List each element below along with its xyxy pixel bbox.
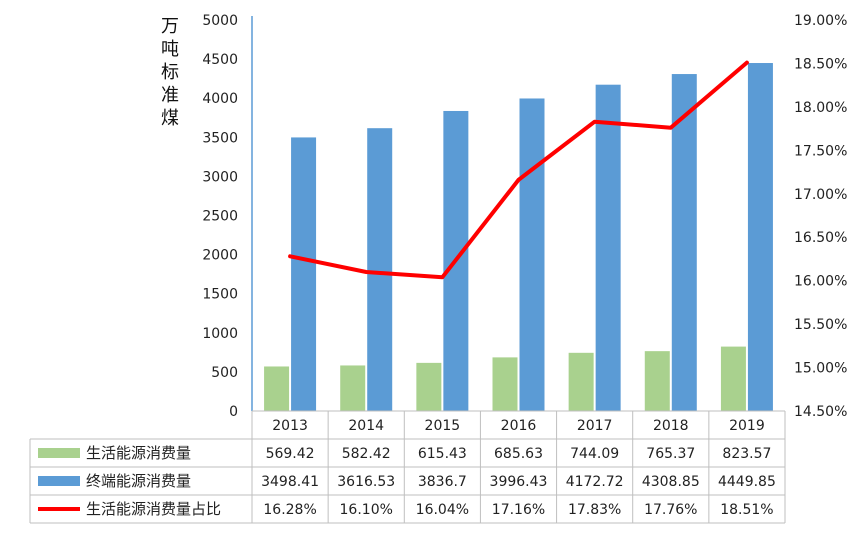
- y-tick-label: 3500: [202, 130, 238, 146]
- data-label: 4172.72: [566, 474, 624, 490]
- share-line: [288, 60, 749, 280]
- y-axis-label-char: 标: [161, 62, 179, 83]
- data-label: 582.42: [342, 446, 391, 462]
- data-label: 823.57: [722, 446, 771, 462]
- bar-residential-2015: [416, 362, 442, 411]
- legend-key: [38, 448, 80, 458]
- data-label: 18.51%: [720, 502, 773, 518]
- data-label: 615.43: [418, 446, 467, 462]
- bar-final-2014: [367, 128, 393, 411]
- y2-tick-label: 17.00%: [794, 187, 847, 203]
- x-tick-label: 2018: [653, 418, 689, 434]
- bar-final-2013: [291, 137, 317, 412]
- data-label: 17.16%: [492, 502, 545, 518]
- y2-tick-label: 16.00%: [794, 274, 847, 290]
- data-label: 765.37: [646, 446, 695, 462]
- y-tick-label: 4000: [202, 91, 238, 107]
- legend-label: 生活能源消费量: [86, 444, 191, 462]
- y-axis-label-char: 吨: [161, 39, 179, 60]
- bar-residential-2017: [568, 352, 594, 411]
- bar-final-2018: [671, 74, 697, 412]
- x-tick-label: 2019: [729, 418, 765, 434]
- y2-tick-label: 16.50%: [794, 230, 847, 246]
- data-label: 16.28%: [263, 502, 316, 518]
- legend-label: 生活能源消费量占比: [86, 500, 221, 518]
- y2-tick-label: 18.50%: [794, 56, 847, 72]
- bar-residential-2013: [264, 366, 290, 411]
- y-tick-label: 5000: [202, 13, 238, 29]
- bar-final-2019: [747, 63, 773, 411]
- data-label: 3498.41: [261, 474, 319, 490]
- data-label: 16.10%: [340, 502, 393, 518]
- data-label: 3996.43: [490, 474, 548, 490]
- x-tick-label: 2014: [348, 418, 384, 434]
- data-label: 3616.53: [337, 474, 395, 490]
- data-label: 3836.7: [418, 474, 467, 490]
- data-label: 685.63: [494, 446, 543, 462]
- bar-residential-2018: [644, 351, 670, 411]
- y-tick-label: 0: [229, 404, 238, 420]
- x-tick-label: 2015: [425, 418, 461, 434]
- legend-key: [38, 476, 80, 486]
- y-tick-label: 1000: [202, 326, 238, 342]
- data-label: 17.76%: [644, 502, 697, 518]
- data-label: 4449.85: [718, 474, 776, 490]
- y-axis-label-char: 准: [161, 85, 179, 106]
- data-label: 4308.85: [642, 474, 700, 490]
- y2-tick-label: 15.50%: [794, 317, 847, 333]
- data-label: 16.04%: [416, 502, 469, 518]
- y-tick-label: 4500: [202, 52, 238, 68]
- bar-final-2017: [595, 84, 621, 411]
- x-tick-label: 2017: [577, 418, 613, 434]
- y2-tick-label: 19.00%: [794, 13, 847, 29]
- bar-residential-2014: [340, 365, 366, 411]
- bar-residential-2016: [492, 357, 518, 411]
- y2-tick-label: 18.00%: [794, 100, 847, 116]
- y-tick-label: 500: [211, 365, 238, 381]
- y2-tick-label: 14.50%: [794, 404, 847, 420]
- y-axis-label-char: 万: [161, 16, 179, 37]
- y-axis-label: 万吨标准煤: [161, 16, 179, 129]
- x-tick-label: 2013: [272, 418, 308, 434]
- y-tick-label: 2500: [202, 209, 238, 225]
- y-axis-label-char: 煤: [161, 108, 179, 129]
- bar-final-2016: [519, 98, 545, 411]
- y2-tick-label: 15.00%: [794, 361, 847, 377]
- data-label: 17.83%: [568, 502, 621, 518]
- legend-label: 终端能源消费量: [86, 472, 191, 490]
- data-label: 744.09: [570, 446, 619, 462]
- y-tick-label: 3000: [202, 169, 238, 185]
- y-tick-label: 2000: [202, 248, 238, 264]
- bar-residential-2019: [720, 346, 746, 411]
- data-label: 569.42: [266, 446, 315, 462]
- y-tick-label: 1500: [202, 287, 238, 303]
- x-tick-label: 2016: [501, 418, 537, 434]
- y2-tick-label: 17.50%: [794, 143, 847, 159]
